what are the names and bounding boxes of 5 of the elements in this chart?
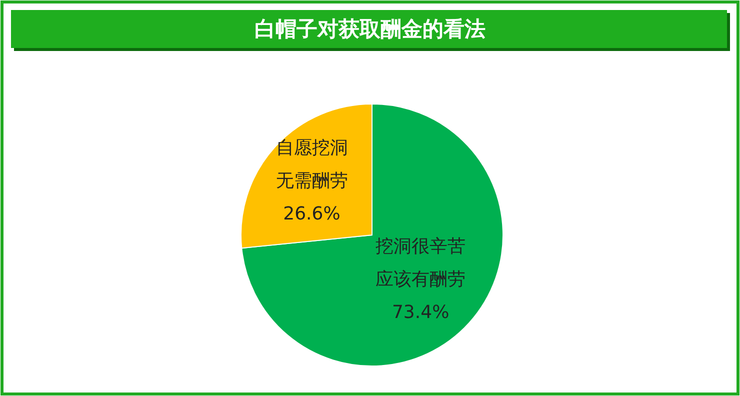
data-label: 73.4% [392,302,450,323]
chart-title: 白帽子对获取酬金的看法 [254,17,486,41]
data-label: 26.6% [283,204,340,225]
slice-label: 自愿挖洞无需酬劳 [276,138,348,192]
slice-label: 挖洞很辛苦应该有酬劳 [376,236,466,290]
